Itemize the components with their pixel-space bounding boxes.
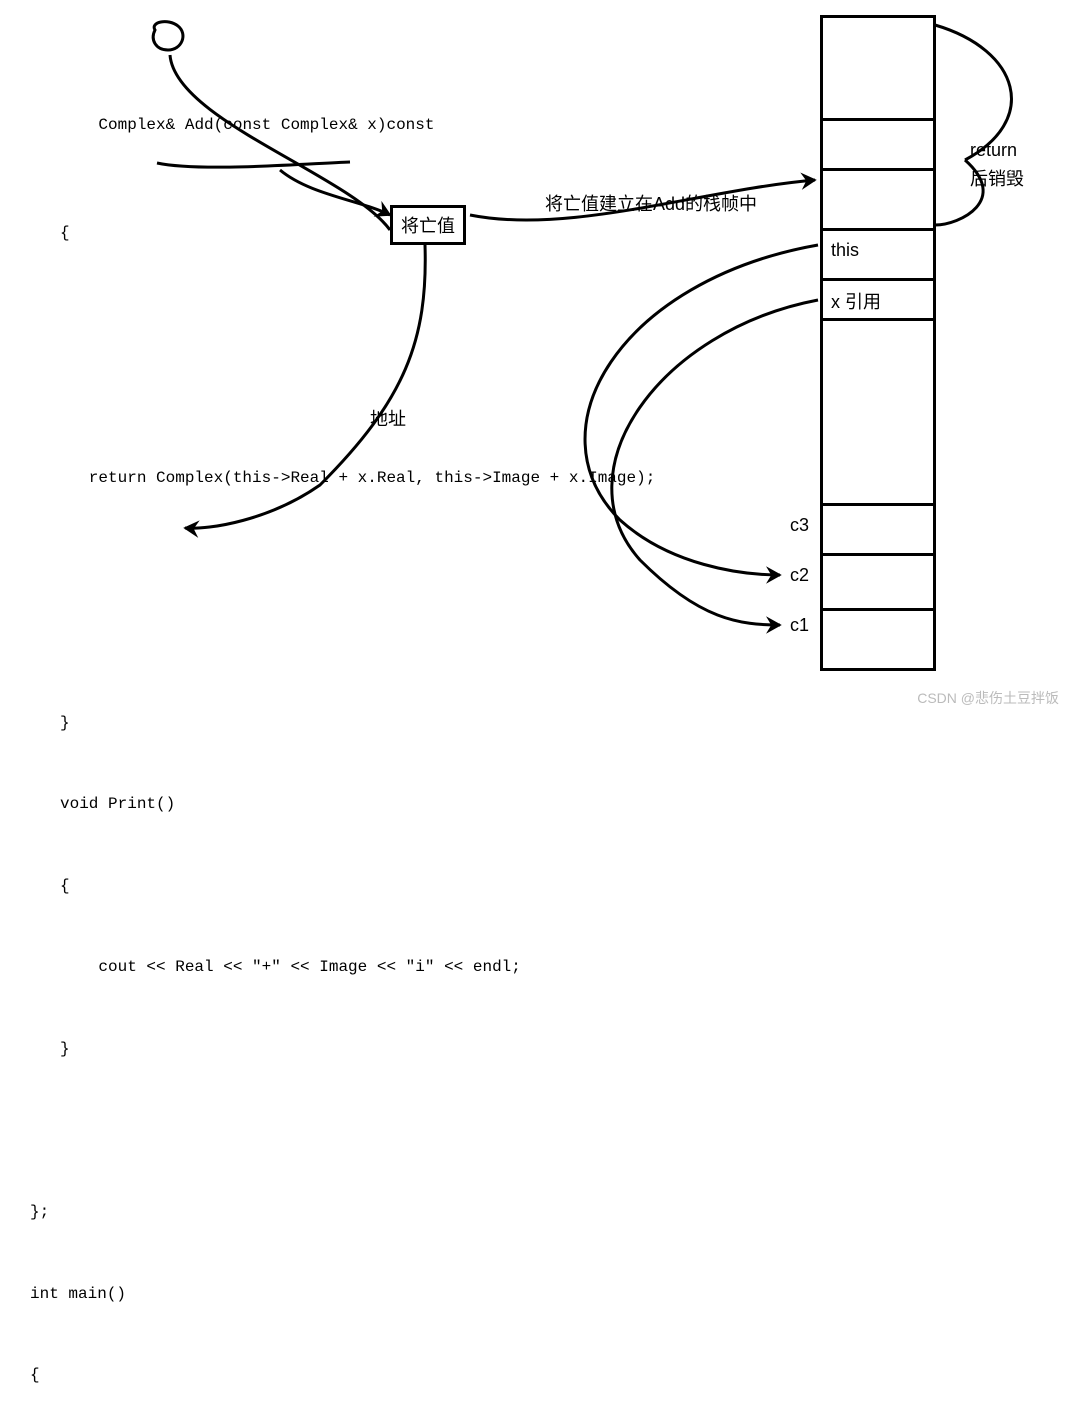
code-l14: { — [30, 1362, 655, 1389]
code-l2: { — [60, 220, 655, 247]
stack-div — [823, 168, 933, 171]
xvalue-box-label: 将亡值 — [401, 212, 455, 238]
stack-div — [823, 608, 933, 611]
stack-div — [823, 228, 933, 231]
stack-xref: x 引用 — [831, 288, 881, 314]
stack-div — [823, 503, 933, 506]
stack-div — [823, 118, 933, 121]
c2-label: c2 — [790, 565, 809, 586]
code-block: Complex& Add(const Complex& x)const { re… — [60, 30, 655, 1428]
stackframe-label: 将亡值建立在Add的栈帧中 — [545, 190, 757, 216]
stack-diagram: this x 引用 — [820, 15, 936, 671]
stack-div — [823, 278, 933, 281]
code-l7: void Print() — [60, 791, 655, 818]
code-l8: { — [60, 873, 655, 900]
stack-div — [823, 318, 933, 321]
code-l4: return Complex(this->Real + x.Real, this… — [60, 465, 655, 492]
code-l1b: & — [166, 116, 176, 134]
return-destroy-2: 后销毁 — [970, 165, 1024, 191]
code-l9: cout << Real << "+" << Image << "i" << e… — [60, 954, 655, 981]
stack-this: this — [831, 240, 859, 261]
return-destroy-1: return — [970, 140, 1017, 161]
c1-label: c1 — [790, 615, 809, 636]
code-l13: int main() — [30, 1281, 655, 1308]
xvalue-box: 将亡值 — [390, 205, 466, 245]
code-l1c: Add(const Complex& x)const — [175, 116, 434, 134]
watermark: CSDN @悲伤土豆拌饭 — [917, 688, 1059, 708]
code-l1a: Complex — [98, 116, 165, 134]
code-l12: }; — [30, 1199, 655, 1226]
stack-div — [823, 553, 933, 556]
code-l10: } — [60, 1036, 655, 1063]
address-label: 地址 — [370, 405, 406, 431]
c3-label: c3 — [790, 515, 809, 536]
